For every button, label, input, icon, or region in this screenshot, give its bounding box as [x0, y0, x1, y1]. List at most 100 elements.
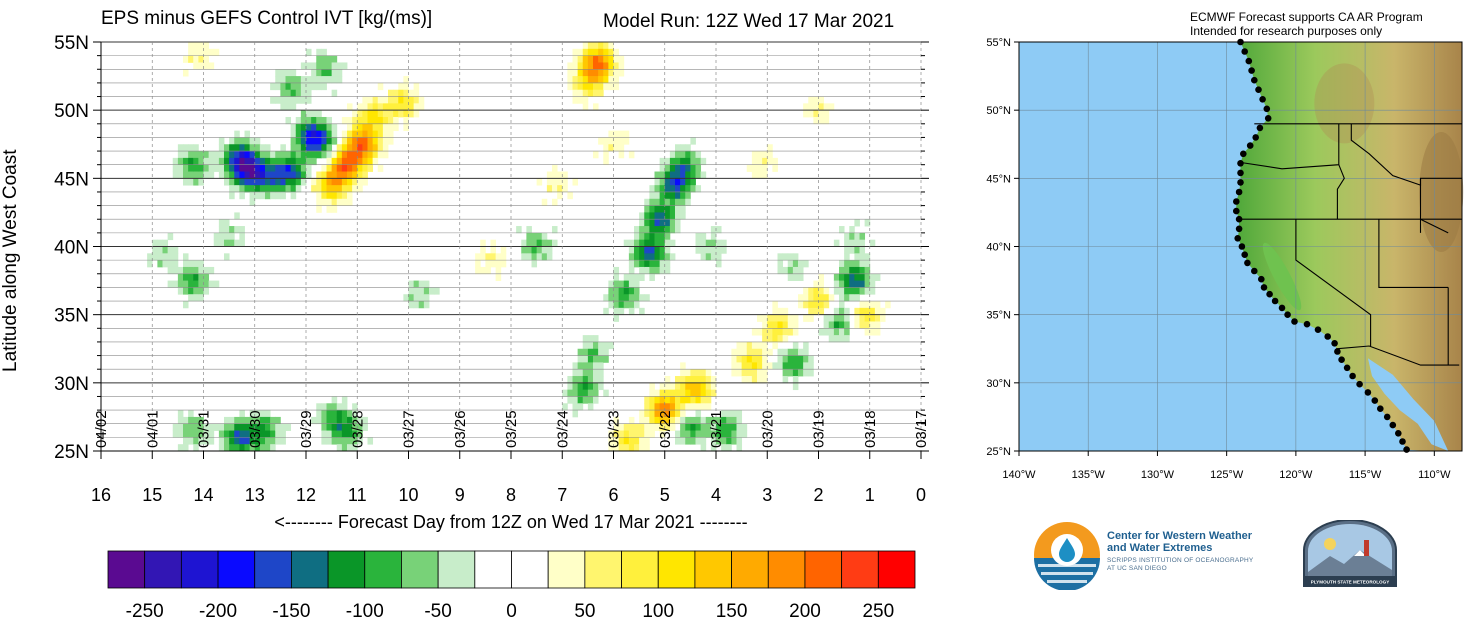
ivt-cell [854, 239, 860, 247]
ivt-cell [854, 219, 860, 227]
ivt-cell [193, 416, 199, 425]
ivt-cell [300, 178, 307, 186]
ivt-cell [300, 110, 307, 118]
ivt-cell [280, 178, 286, 186]
ivt-cell [787, 260, 794, 268]
ivt-cell [675, 410, 681, 418]
ivt-cell [275, 157, 281, 166]
state-borders [1237, 123, 1462, 366]
ivt-cell [218, 444, 225, 452]
colorbar-label: 0 [506, 601, 517, 622]
ivt-cell [377, 96, 384, 104]
ivt-cell [695, 437, 702, 445]
ivt-cell [649, 226, 655, 234]
colorbar-swatch [437, 550, 476, 589]
ivt-cell [352, 416, 358, 425]
ivt-cell [198, 423, 204, 431]
ivt-cell [275, 96, 281, 104]
map-lon-label: 115°W [1349, 469, 1382, 481]
ivt-cell [710, 423, 717, 431]
ivt-cell [628, 260, 635, 268]
ivt-cell [306, 157, 312, 166]
ivt-cell [808, 307, 814, 316]
ivt-cell [213, 423, 220, 431]
ivt-cell [239, 137, 245, 145]
coast-point [1235, 188, 1243, 196]
ivt-cell [254, 430, 261, 438]
ivt-cell [659, 423, 666, 431]
ivt-cell [654, 205, 661, 213]
ivt-cell [710, 444, 717, 452]
coast-point [1238, 243, 1246, 250]
ivt-cell [552, 178, 558, 186]
ivt-cell [618, 151, 625, 159]
ivt-cell [757, 376, 763, 384]
ivt-cell [541, 253, 548, 261]
ivt-cell [644, 212, 650, 220]
coast-point [1266, 290, 1273, 298]
ivt-cell [792, 362, 799, 370]
ivt-cell [664, 198, 671, 206]
ivt-cell [265, 164, 271, 172]
ivt-cell [823, 103, 830, 111]
map-lon-label: 125°W [1210, 469, 1244, 481]
ivt-cell [193, 178, 199, 186]
ivt-cell [234, 151, 240, 159]
ivt-cell [798, 273, 804, 281]
ivt-cell [885, 301, 891, 309]
x-tick-label: 12 [296, 485, 316, 505]
ivt-cell [270, 444, 276, 452]
ivt-cell [833, 321, 840, 329]
ivt-cell [593, 389, 599, 397]
ivt-cell [864, 287, 871, 295]
ivt-cell [321, 123, 327, 132]
ivt-cell [577, 362, 584, 370]
ivt-cell [408, 301, 415, 309]
ivt-cell [777, 253, 784, 261]
ivt-cell [526, 239, 532, 247]
ivt-cell [859, 307, 866, 316]
ivt-cell [321, 437, 327, 445]
ivt-cell [275, 423, 281, 431]
ivt-cell [659, 198, 666, 206]
ivt-cell [259, 144, 266, 152]
ivt-cell [198, 437, 204, 445]
ivt-cell [321, 403, 327, 411]
ivt-cell [552, 185, 558, 193]
ivt-cell [716, 437, 722, 445]
ivt-cell [193, 287, 199, 295]
ivt-cell [336, 191, 343, 200]
ivt-cell [700, 369, 707, 377]
ivt-cell [618, 301, 625, 309]
ivt-cell [480, 246, 486, 254]
ivt-cell [685, 430, 691, 438]
ivt-cell [352, 403, 358, 411]
ivt-cell [798, 301, 804, 309]
ivt-cell [639, 239, 645, 247]
ivt-cell [854, 266, 860, 275]
ivt-cell [659, 260, 666, 268]
ivt-cell [726, 423, 732, 431]
ivt-cell [183, 253, 189, 261]
ivt-cell [669, 416, 676, 425]
ivt-cell [521, 253, 527, 261]
ivt-cell [659, 382, 666, 391]
ivt-cell [762, 151, 768, 159]
ivt-cell [613, 55, 620, 63]
ivt-cell [341, 416, 348, 425]
ivt-cell [767, 335, 773, 343]
ivt-cell [608, 287, 614, 295]
ivt-cell [639, 266, 645, 275]
ivt-cell [669, 410, 676, 418]
ivt-cell [321, 430, 327, 438]
ivt-cell [849, 239, 855, 247]
ivt-cell [880, 314, 886, 322]
ivt-cell [803, 369, 809, 377]
ivt-cell [234, 144, 240, 152]
ivt-cell [710, 382, 717, 391]
ivt-cell [300, 116, 307, 125]
ivt-cell [377, 116, 384, 125]
ivt-cell [680, 430, 686, 438]
ivt-cell [316, 191, 322, 200]
